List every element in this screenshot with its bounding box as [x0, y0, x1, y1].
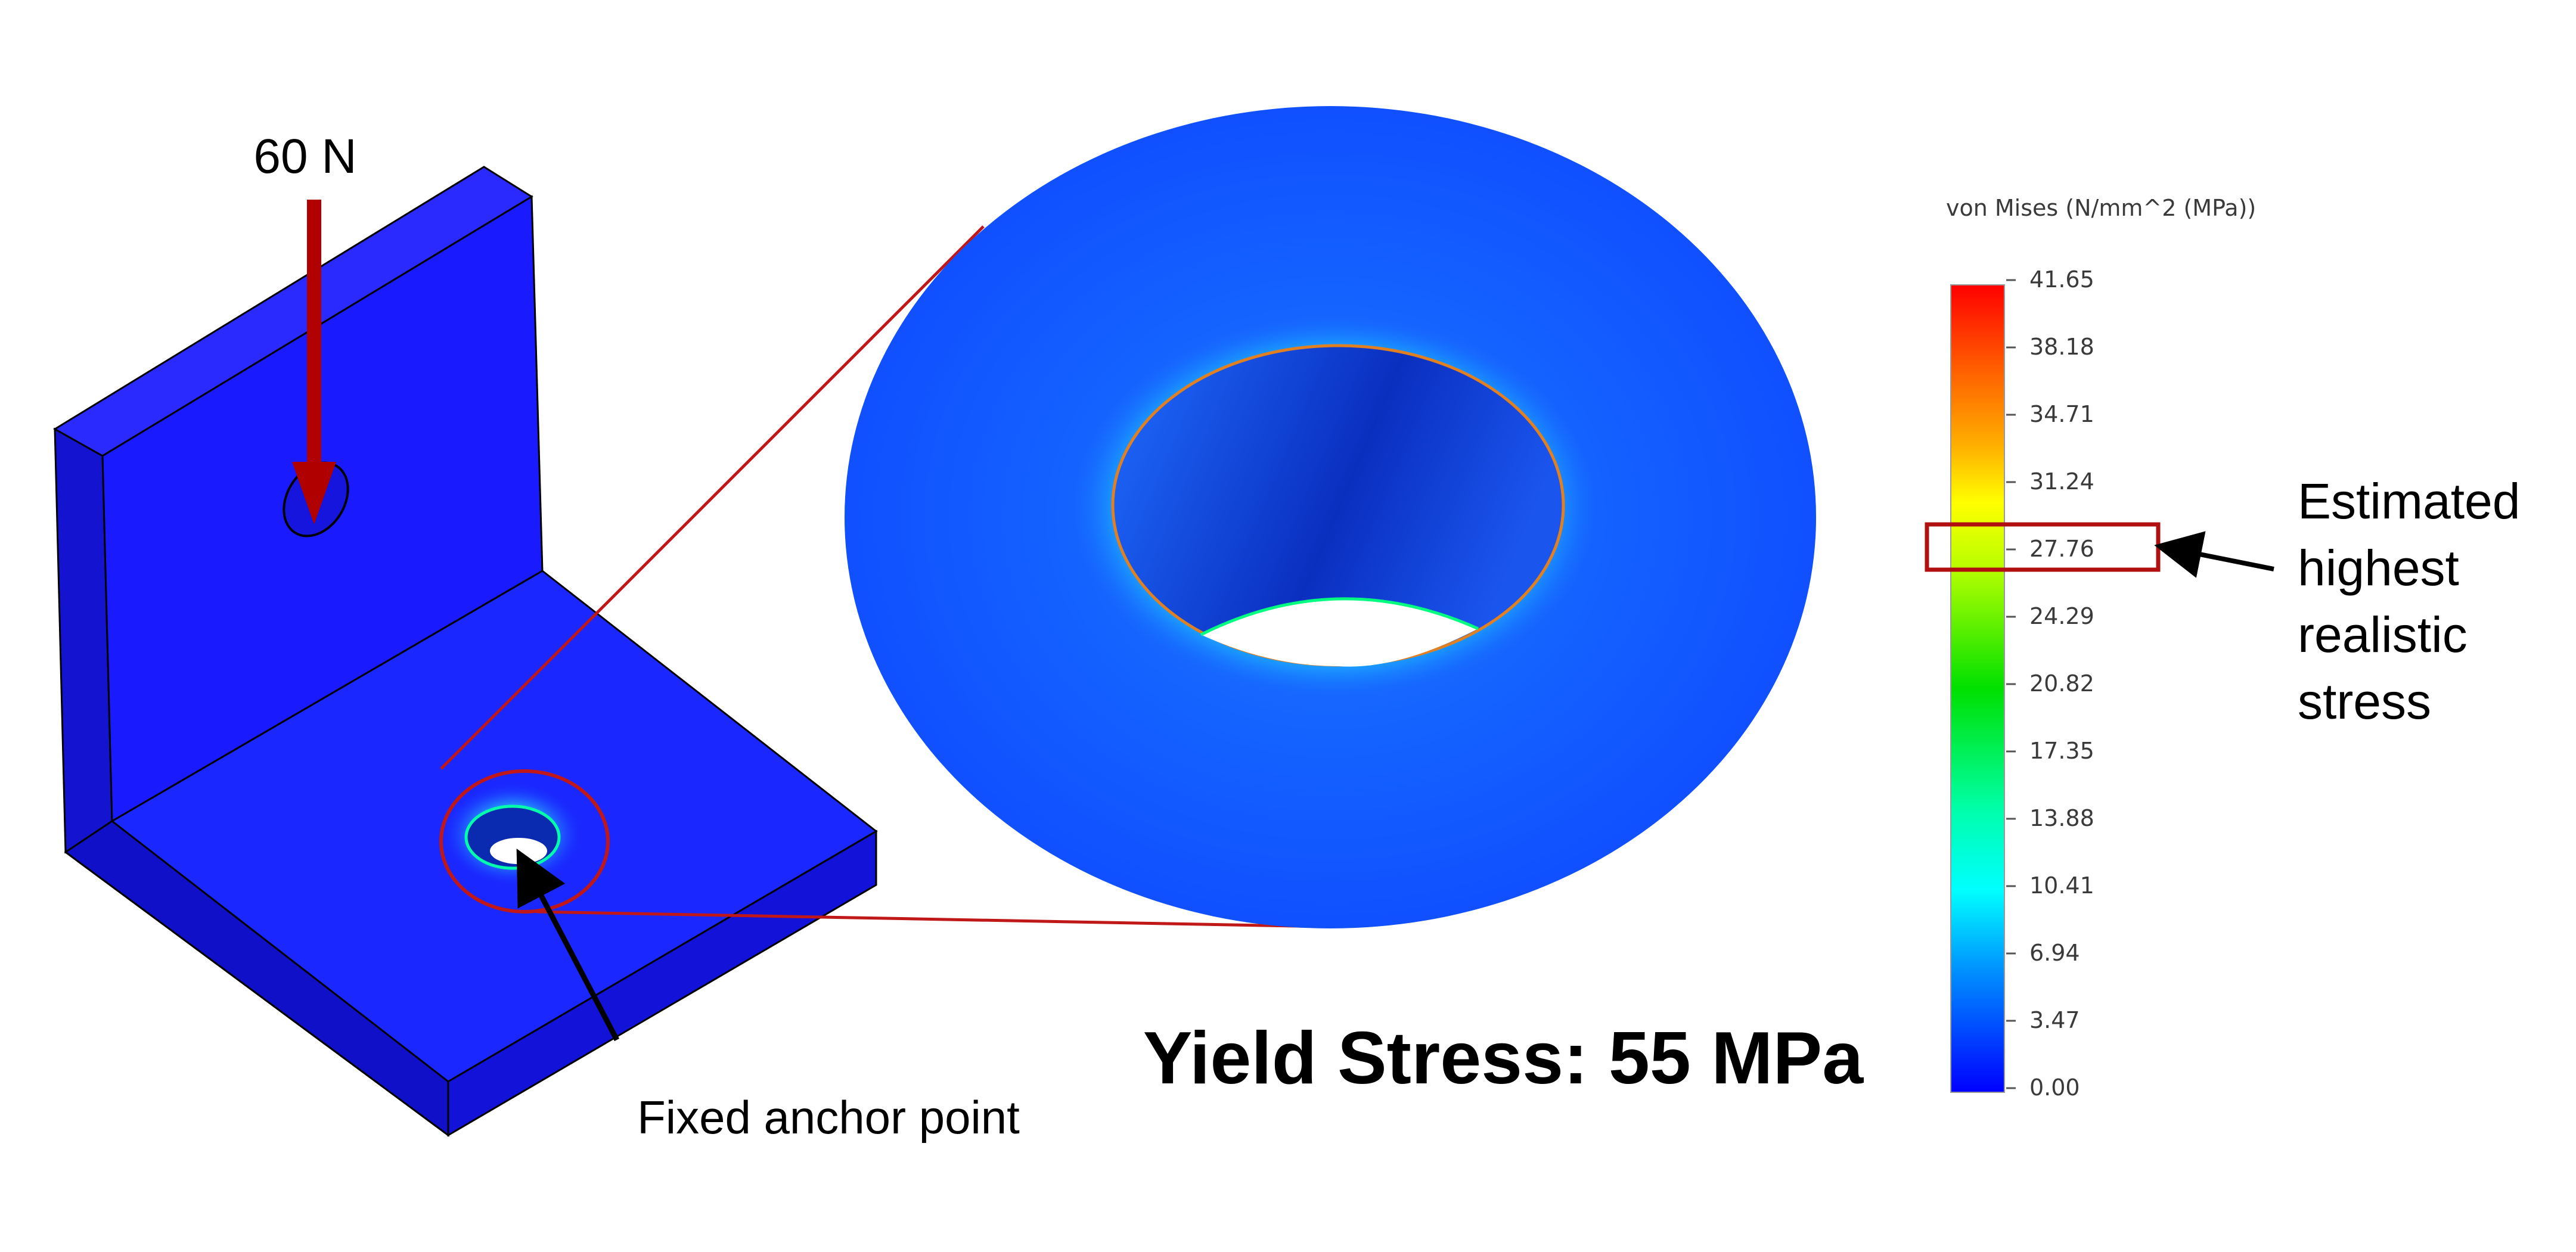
legend-tick-label: 10.41 — [2029, 872, 2094, 899]
magnified-hole-view — [845, 106, 1816, 928]
load-label: 60 N — [253, 129, 356, 184]
anchor-label: Fixed anchor point — [637, 1091, 1020, 1144]
legend-tick-label: 0.00 — [2029, 1074, 2080, 1101]
callout-line-1: Estimated — [2298, 473, 2521, 529]
anchor-pointer-arrow — [516, 849, 619, 1042]
callout-line-2: highest — [2298, 540, 2459, 596]
legend-tick-label: 34.71 — [2029, 401, 2094, 427]
legend-tick-label: 17.35 — [2029, 738, 2094, 764]
callout-line-4: stress — [2298, 673, 2431, 729]
callout-line-3: realistic — [2298, 607, 2468, 663]
legend-color-bar — [1950, 284, 2005, 1093]
legend-ticks: 41.65 38.18 34.71 31.24 27.76 24.29 20.82 17.35… — [2006, 266, 2094, 1101]
stress-legend: von Mises (N/mm^2 (MPa)) 41.65 38.18 34.71… — [1925, 195, 2256, 1101]
yield-stress-label: Yield Stress: 55 MPa — [1143, 1017, 1864, 1099]
legend-tick-label: 20.82 — [2029, 670, 2094, 697]
zoom-circle — [439, 769, 610, 914]
zoom-indicator — [439, 225, 1327, 928]
callout-arrow — [2154, 531, 2274, 578]
callout-text: Estimated highest realistic stress — [2298, 473, 2521, 729]
l-bracket-part — [53, 166, 878, 1137]
legend-tick-label: 38.18 — [2029, 334, 2094, 360]
legend-tick-label: 41.65 — [2029, 266, 2094, 293]
legend-tick-label: 13.88 — [2029, 805, 2094, 831]
legend-tick-label: 6.94 — [2029, 940, 2080, 966]
legend-tick-label: 27.76 — [2029, 536, 2094, 562]
legend-tick-label: 3.47 — [2029, 1007, 2080, 1033]
legend-tick-label: 24.29 — [2029, 603, 2094, 629]
legend-tick-label: 31.24 — [2029, 468, 2094, 495]
legend-title: von Mises (N/mm^2 (MPa)) — [1946, 195, 2256, 221]
load-arrow — [292, 200, 336, 524]
magnified-hole-opening — [1201, 598, 1478, 667]
